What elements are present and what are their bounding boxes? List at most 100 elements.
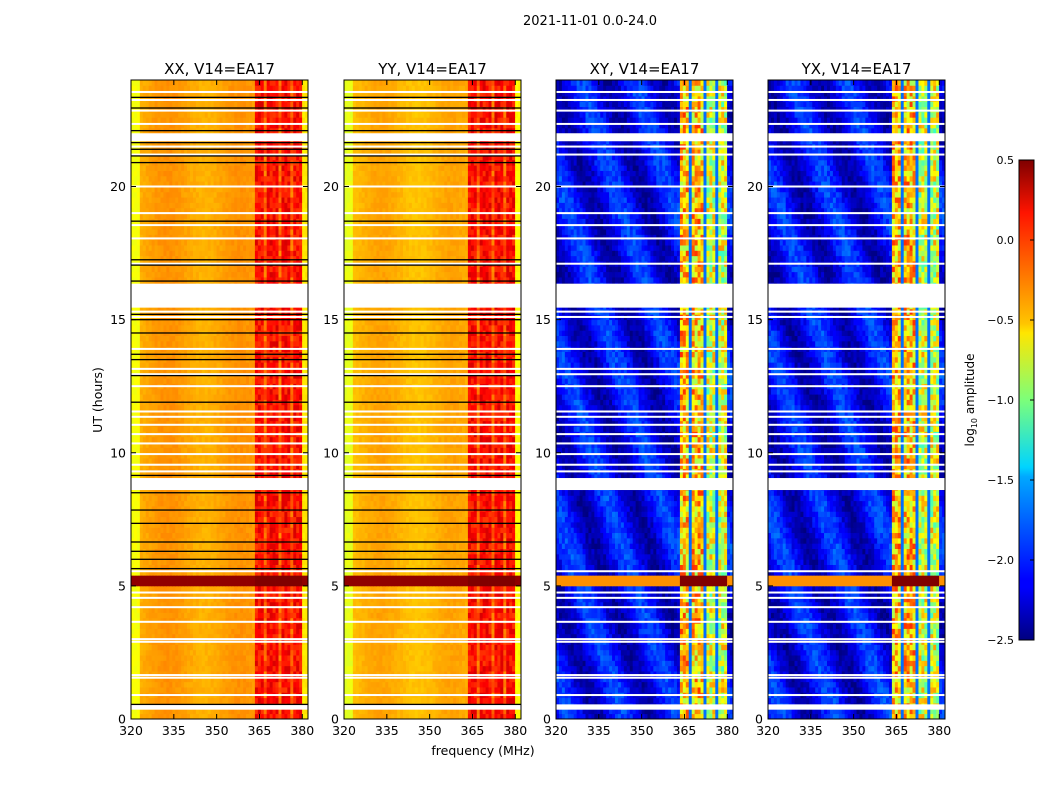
heatmap-cell [184, 681, 188, 688]
heatmap-cell [160, 378, 164, 384]
heatmap-cell [266, 511, 271, 518]
heatmap-cell [305, 452, 309, 459]
heatmap-cell [148, 319, 153, 326]
heatmap-cell [243, 506, 247, 512]
heatmap-cell [266, 569, 271, 576]
heatmap-cell [246, 676, 250, 683]
heatmap-cell [160, 713, 164, 720]
heatmap-cell [166, 527, 170, 534]
heatmap-cell [254, 447, 259, 454]
heatmap-cell [204, 388, 209, 395]
heatmap-cell [257, 601, 262, 608]
heatmap-cell [225, 644, 229, 651]
heatmap-cell [207, 506, 212, 512]
heatmap-cell [169, 394, 173, 400]
heatmap-cell [139, 532, 144, 539]
heatmap-cell [172, 569, 176, 576]
heatmap-cell [240, 319, 244, 326]
heatmap-cell [225, 649, 229, 656]
heatmap-cell [263, 633, 268, 640]
heatmap-cell [281, 537, 285, 544]
heatmap-cell [195, 671, 200, 677]
heatmap-cell [145, 575, 150, 581]
heatmap-cell [281, 500, 285, 507]
heatmap-cell [157, 420, 161, 427]
heatmap-cell [139, 543, 144, 549]
heatmap-cell [278, 394, 282, 400]
heatmap-cell [240, 404, 244, 411]
heatmap-cell [136, 564, 141, 571]
heatmap-cell [163, 569, 167, 576]
heatmap-cell [278, 362, 282, 368]
heatmap-cell [222, 601, 226, 608]
heatmap-cell [290, 410, 294, 416]
heatmap-cell [187, 655, 191, 661]
heatmap-cell [166, 442, 170, 448]
heatmap-cell [181, 623, 185, 629]
heatmap-cell [278, 537, 282, 544]
heatmap-cell [293, 543, 297, 549]
heatmap-cell [154, 713, 158, 720]
heatmap-cell [281, 628, 285, 635]
heatmap-cell [240, 660, 244, 667]
heatmap-cell [151, 404, 155, 411]
heatmap-cell [296, 506, 300, 512]
heatmap-cell [272, 596, 276, 603]
heatmap-cell [213, 628, 217, 635]
heatmap-cell [302, 596, 306, 603]
heatmap-cell [172, 404, 176, 411]
heatmap-cell [231, 516, 235, 523]
heatmap-cell [246, 607, 250, 613]
heatmap-cell [231, 681, 235, 688]
heatmap-cell [151, 394, 155, 400]
heatmap-cell [234, 591, 238, 597]
heatmap-cell [181, 543, 185, 549]
heatmap-cell [192, 543, 197, 549]
heatmap-cell [175, 458, 179, 464]
heatmap-cell [210, 447, 214, 454]
heatmap-cell [184, 420, 188, 427]
heatmap-cell [142, 447, 147, 454]
heatmap-cell [284, 617, 288, 624]
heatmap-cell [133, 591, 138, 597]
heatmap-cell [260, 378, 265, 384]
heatmap-cell [151, 511, 155, 518]
heatmap-cell [263, 559, 268, 565]
heatmap-cell [243, 543, 247, 549]
heatmap-cell [296, 436, 300, 443]
heatmap-cell [290, 506, 294, 512]
heatmap-cell [222, 394, 226, 400]
heatmap-cell [254, 452, 259, 459]
heatmap-cell [210, 601, 214, 608]
heatmap-cell [293, 607, 297, 613]
heatmap-cell [184, 559, 188, 565]
heatmap-cell [302, 591, 306, 597]
heatmap-cell [231, 569, 235, 576]
heatmap-cell [287, 559, 291, 565]
heatmap-cell [222, 612, 226, 619]
heatmap-cell [160, 516, 164, 523]
heatmap-cell [142, 442, 147, 448]
heatmap-cell [240, 617, 244, 624]
heatmap-cell [172, 708, 176, 715]
heatmap-cell [207, 415, 212, 422]
heatmap-cell [198, 511, 203, 518]
heatmap-cell [175, 362, 179, 368]
heatmap-cell [187, 463, 191, 470]
heatmap-cell [219, 319, 223, 326]
heatmap-cell [299, 388, 303, 395]
heatmap-cell [269, 607, 273, 613]
heatmap-cell [169, 655, 173, 661]
heatmap-cell [213, 516, 217, 523]
heatmap-cell [278, 527, 282, 534]
heatmap-cell [145, 559, 150, 565]
heatmap-cell [172, 388, 176, 395]
heatmap-cell [178, 660, 182, 667]
heatmap-cell [284, 655, 288, 661]
heatmap-cell [293, 575, 297, 581]
heatmap-cell [266, 575, 271, 581]
heatmap-cell [281, 420, 285, 427]
heatmap-cell [293, 623, 297, 629]
heatmap-cell [231, 633, 235, 640]
heatmap-cell [305, 569, 309, 576]
